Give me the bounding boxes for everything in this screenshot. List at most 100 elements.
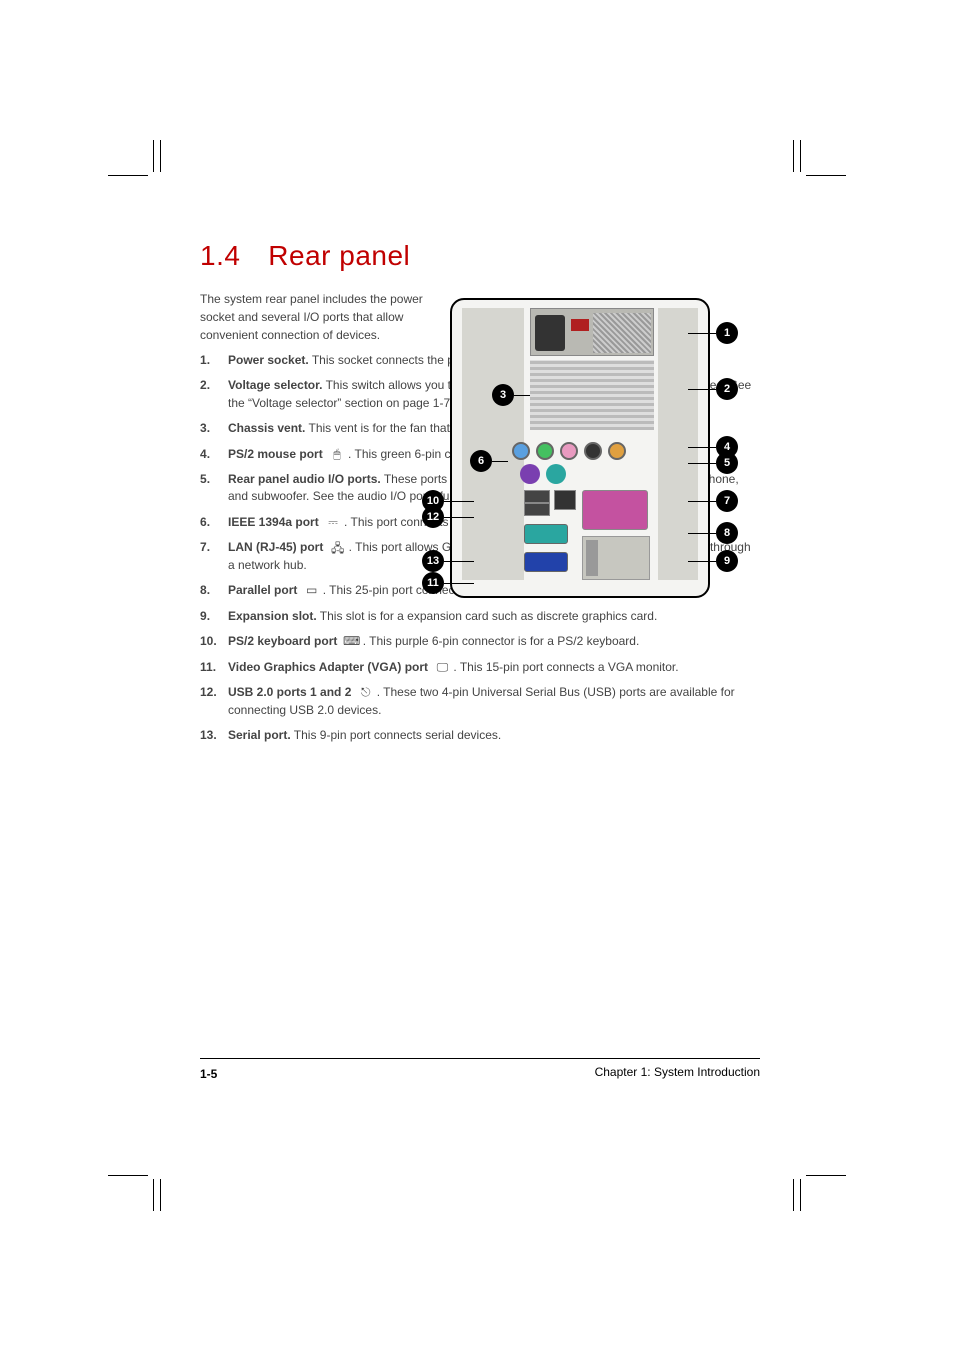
vga-icon: 🖵 (433, 659, 451, 676)
item-body: This slot is for a expansion card such a… (317, 609, 658, 623)
chapter-label: Chapter 1: System Introduction (595, 1065, 760, 1079)
callout-line (688, 501, 716, 502)
callout-12: 12 (422, 506, 444, 528)
callout-line (444, 517, 474, 518)
crop-mark (800, 140, 801, 172)
ps2-ports (520, 464, 580, 486)
callout-line (688, 561, 716, 562)
usb-ports (524, 490, 550, 516)
item-lead: Voltage selector. (228, 378, 322, 392)
callout-dot: 7 (716, 490, 738, 512)
usb-icon: ⎋ (357, 684, 375, 701)
callout-5: 5 (716, 452, 738, 474)
crop-mark (160, 1179, 161, 1211)
callout-line (688, 463, 716, 464)
chassis-panel (658, 308, 698, 580)
rear-panel-figure: 1245789 10121311 36 (450, 298, 710, 598)
callout-13: 13 (422, 550, 444, 572)
parallel-port (582, 490, 648, 530)
crop-mark (806, 1175, 846, 1176)
crop-mark (153, 140, 154, 172)
callout-dot: 12 (422, 506, 444, 528)
callout-dot: 11 (422, 572, 444, 594)
item-lead: USB 2.0 ports 1 and 2 (228, 685, 355, 699)
voltage-selector (571, 319, 589, 331)
callout-11: 11 (422, 572, 444, 594)
item-lead: Serial port. (228, 728, 291, 742)
expansion-bracket (586, 540, 598, 576)
psu (530, 308, 654, 356)
list-item: Expansion slot. This slot is for a expan… (200, 608, 760, 625)
serial-port (524, 524, 568, 544)
item-lead: PS/2 keyboard port (228, 634, 341, 648)
power-socket (535, 315, 565, 351)
keyboard-icon: ⌨ (343, 633, 361, 650)
item-lead: PS/2 mouse port (228, 447, 326, 461)
list-item: Serial port. This 9-pin port connects se… (200, 727, 760, 744)
item-lead: Power socket. (228, 353, 309, 367)
list-item: USB 2.0 ports 1 and 2 ⎋. These two 4-pin… (200, 684, 760, 719)
firewire-icon: ⎓ (324, 514, 342, 531)
callout-9: 9 (716, 550, 738, 572)
callout-line (444, 501, 474, 502)
callout-dot: 5 (716, 452, 738, 474)
usb-port (524, 490, 550, 503)
audio-jack (560, 442, 578, 460)
item-body: . This purple 6-pin connector is for a P… (363, 634, 640, 648)
item-lead: Rear panel audio I/O ports. (228, 472, 381, 486)
callout-line (492, 461, 508, 462)
callout-dot: 13 (422, 550, 444, 572)
item-lead: Chassis vent. (228, 421, 305, 435)
callout-dot: 9 (716, 550, 738, 572)
callout-2: 2 (716, 378, 738, 400)
callout-dot: 6 (470, 450, 492, 472)
item-lead: Video Graphics Adapter (VGA) port (228, 660, 431, 674)
callout-dot: 1 (716, 322, 738, 344)
item-body: . This 15-pin port connects a VGA monito… (453, 660, 678, 674)
callout-line (688, 333, 716, 334)
ps2-mouse-port (546, 464, 566, 484)
callout-dot: 2 (716, 378, 738, 400)
mouse-icon: 🖱 (328, 446, 346, 463)
audio-ports (512, 440, 662, 462)
list-item: PS/2 keyboard port ⌨. This purple 6-pin … (200, 633, 760, 651)
usb-port (524, 503, 550, 516)
crop-mark (108, 175, 148, 176)
crop-mark (806, 175, 846, 176)
section-title-text: Rear panel (268, 240, 410, 271)
chassis-vent (530, 360, 654, 430)
parallel-icon: ▭ (303, 582, 321, 599)
audio-jack (536, 442, 554, 460)
callout-line (444, 561, 474, 562)
intro-paragraph: The system rear panel includes the power… (200, 290, 430, 344)
item-lead: IEEE 1394a port (228, 515, 322, 529)
page: 1.4 Rear panel The system rear panel inc… (0, 0, 954, 1351)
lan-icon: 🖧 (329, 540, 347, 557)
callout-1: 1 (716, 322, 738, 344)
callout-line (514, 395, 530, 396)
ps2-keyboard-port (520, 464, 540, 484)
crop-mark (793, 1179, 794, 1211)
section-number: 1.4 (200, 240, 260, 272)
crop-mark (800, 1179, 801, 1211)
callout-dot: 8 (716, 522, 738, 544)
callout-line (688, 447, 716, 448)
crop-mark (153, 1179, 154, 1211)
item-body: This 9-pin port connects serial devices. (291, 728, 502, 742)
callout-line (688, 533, 716, 534)
psu-grille (593, 313, 651, 353)
lan-port (554, 490, 576, 510)
audio-jack (584, 442, 602, 460)
vga-port (524, 552, 568, 572)
callout-3: 3 (492, 384, 514, 406)
section-heading: 1.4 Rear panel (200, 240, 760, 272)
callout-7: 7 (716, 490, 738, 512)
item-lead: LAN (RJ-45) port (228, 540, 327, 554)
page-footer: 1-5 Chapter 1: System Introduction (200, 1058, 760, 1083)
item-lead: Parallel port (228, 583, 301, 597)
callout-line (688, 389, 716, 390)
list-item: Video Graphics Adapter (VGA) port 🖵. Thi… (200, 659, 760, 677)
page-number: 1-5 (200, 1067, 217, 1081)
audio-jack (512, 442, 530, 460)
callout-dot: 3 (492, 384, 514, 406)
